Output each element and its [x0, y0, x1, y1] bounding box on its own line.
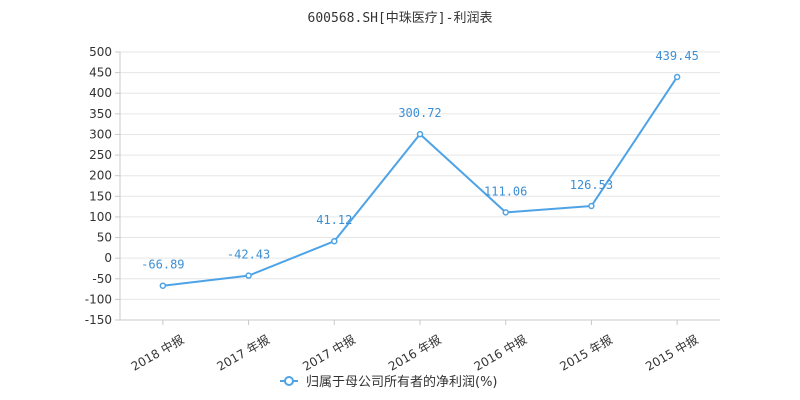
data-point[interactable] — [588, 202, 595, 210]
y-tick-label: 250 — [89, 148, 112, 162]
y-tick-label: 300 — [89, 127, 112, 141]
y-tick-label: 450 — [89, 66, 112, 80]
y-tick-label: 50 — [97, 231, 112, 245]
data-point[interactable] — [159, 282, 167, 289]
y-tick-label: 400 — [89, 86, 112, 100]
x-tick-label: 2016 中报 — [471, 332, 529, 374]
data-label: 439.45 — [655, 49, 698, 63]
data-label: -42.43 — [227, 248, 270, 262]
chart-title: 600568.SH[中珠医疗]-利润表 — [308, 11, 493, 26]
series-group — [159, 73, 681, 289]
x-axis: 2018 中报 2017 年报 2017 中报 2016 年报 2016 中报 2015 … — [120, 319, 720, 374]
data-point[interactable] — [502, 209, 509, 216]
x-tick-label: 2017 年报 — [214, 332, 272, 374]
y-tick-label: 0 — [104, 251, 112, 265]
legend-marker-icon — [284, 376, 294, 386]
y-tick-label: -150 — [85, 313, 112, 327]
data-label: 126.53 — [570, 178, 613, 192]
data-label: 300.72 — [398, 106, 441, 120]
x-tick-label: 2015 年报 — [557, 332, 615, 374]
y-tick-label: 150 — [89, 189, 112, 203]
x-tick-label: 2017 中报 — [300, 332, 358, 374]
x-tick-label: 2016 年报 — [385, 332, 443, 374]
data-label: -66.89 — [141, 258, 184, 272]
data-label: 111.06 — [484, 184, 527, 198]
y-tick-label: -100 — [85, 292, 112, 306]
y-axis: 500450400350300250200150100500-50-100-15… — [85, 45, 121, 327]
data-label: 41.12 — [316, 213, 352, 227]
data-point[interactable] — [673, 73, 681, 81]
legend[interactable]: 归属于母公司所有者的净利润(%) — [280, 374, 498, 390]
y-tick-label: 200 — [89, 169, 112, 183]
data-point[interactable] — [416, 130, 424, 138]
legend-label: 归属于母公司所有者的净利润(%) — [306, 374, 498, 390]
x-tick-label: 2015 中报 — [643, 332, 701, 374]
y-tick-label: -50 — [92, 272, 112, 286]
data-labels: -66.89 -42.43 41.12 300.72 111.06 126.53 439.4… — [141, 49, 699, 272]
data-point[interactable] — [331, 237, 338, 245]
y-tick-label: 350 — [89, 107, 112, 121]
data-point[interactable] — [245, 272, 252, 279]
y-tick-label: 100 — [89, 210, 112, 224]
y-tick-label: 500 — [89, 45, 112, 59]
x-tick-label: 2018 中报 — [128, 332, 186, 374]
